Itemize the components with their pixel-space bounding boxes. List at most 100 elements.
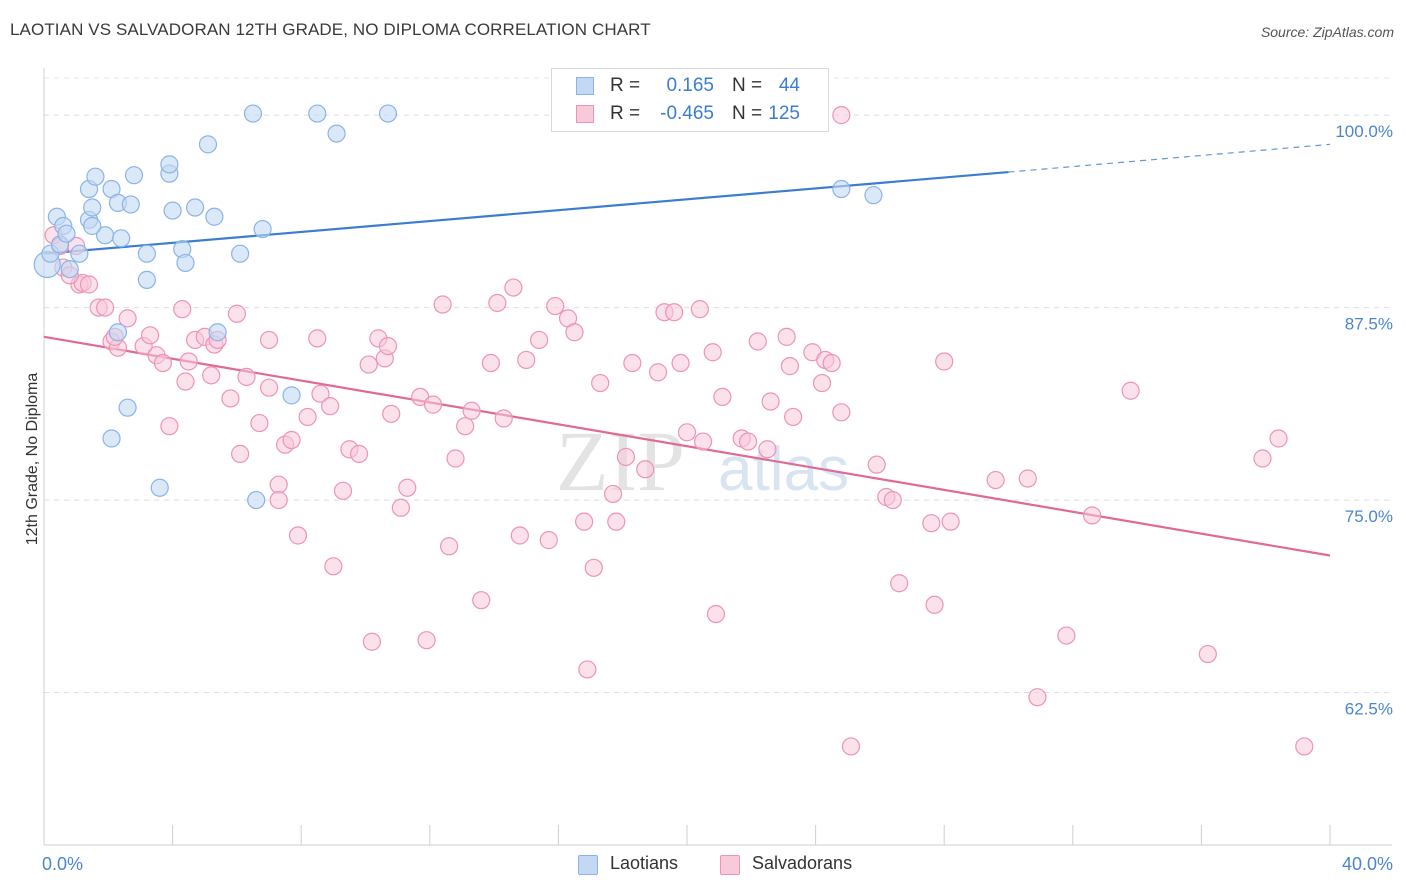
- point-salvadorans: [324, 557, 343, 576]
- legend-r-value: 0.165: [666, 75, 714, 96]
- point-salvadorans: [269, 490, 288, 510]
- point-salvadorans: [488, 293, 507, 313]
- point-salvadorans: [539, 531, 558, 550]
- point-salvadorans: [1082, 506, 1102, 525]
- point-salvadorans: [153, 353, 173, 373]
- point-laotians: [176, 253, 195, 273]
- point-salvadorans: [321, 397, 340, 416]
- point-salvadorans: [1253, 449, 1272, 468]
- point-salvadorans: [636, 460, 655, 479]
- point-laotians: [137, 244, 156, 263]
- point-laotians: [60, 259, 79, 279]
- legend: R = 0.165 N = 44 R = -0.465 N = 125: [551, 68, 829, 132]
- point-salvadorans: [1057, 626, 1076, 645]
- point-salvadorans: [758, 440, 777, 459]
- point-salvadorans: [693, 432, 713, 451]
- point-salvadorans: [761, 392, 780, 411]
- point-salvadorans: [160, 417, 179, 436]
- point-salvadorans: [665, 303, 684, 322]
- trend-lines: [43, 143, 1331, 557]
- y-tick-label: 75.0%: [1345, 507, 1393, 526]
- point-salvadorans: [462, 401, 481, 420]
- point-salvadorans: [494, 409, 513, 428]
- point-laotians: [121, 195, 140, 214]
- bottom-legend-swatch: [720, 855, 740, 875]
- point-salvadorans: [456, 417, 475, 436]
- point-salvadorans: [578, 660, 597, 679]
- legend-n-value: 125: [768, 103, 800, 124]
- point-laotians: [282, 386, 301, 405]
- point-salvadorans: [79, 275, 99, 294]
- point-salvadorans: [140, 326, 160, 345]
- point-laotians: [112, 229, 131, 248]
- point-salvadorans: [308, 329, 327, 348]
- legend-n-value: 44: [778, 75, 800, 96]
- point-salvadorans: [780, 357, 799, 376]
- point-salvadorans: [179, 352, 198, 371]
- point-salvadorans: [812, 373, 832, 393]
- y-axis-label: 12th Grade, No Diploma: [24, 373, 41, 546]
- point-laotians: [83, 198, 102, 217]
- point-laotians: [378, 104, 398, 123]
- point-salvadorans: [575, 512, 594, 531]
- point-laotians: [108, 323, 128, 342]
- trend-line-laotians-extension: [1008, 143, 1331, 173]
- point-salvadorans: [677, 423, 697, 442]
- point-laotians: [163, 201, 182, 220]
- point-salvadorans: [173, 300, 192, 319]
- legend-swatch-salvadorans: [576, 105, 594, 123]
- point-salvadorans: [623, 353, 642, 373]
- y-tick-label: 62.5%: [1345, 700, 1393, 719]
- bottom-legend-label: Laotians: [610, 853, 679, 873]
- point-salvadorans: [311, 384, 330, 403]
- point-laotians: [864, 186, 883, 205]
- point-salvadorans: [398, 478, 417, 497]
- point-laotians: [186, 198, 205, 217]
- point-salvadorans: [603, 484, 623, 504]
- point-salvadorans: [1121, 381, 1140, 400]
- legend-row-salvadorans: R = -0.465 N = 125: [552, 100, 828, 128]
- axis-labels: 62.5% 75.0% 87.5% 100.0% 0.0% 40.0% 12th Grade…: [24, 122, 1393, 874]
- x-tick-label: 40.0%: [1342, 854, 1393, 874]
- point-salvadorans: [890, 574, 909, 593]
- point-salvadorans: [1028, 688, 1047, 707]
- point-salvadorans: [777, 327, 796, 346]
- point-salvadorans: [607, 512, 626, 531]
- point-laotians: [205, 207, 224, 226]
- legend-row-laotians: R = 0.165 N = 44: [552, 72, 828, 100]
- point-salvadorans: [703, 343, 722, 362]
- point-salvadorans: [362, 632, 382, 651]
- point-salvadorans: [935, 352, 954, 371]
- point-salvadorans: [530, 330, 549, 350]
- point-salvadorans: [269, 475, 288, 494]
- point-salvadorans: [783, 407, 803, 427]
- point-salvadorans: [822, 353, 841, 373]
- point-laotians: [70, 244, 89, 263]
- point-laotians: [327, 124, 346, 143]
- point-salvadorans: [472, 591, 491, 610]
- point-salvadorans: [288, 526, 308, 545]
- point-salvadorans: [378, 336, 398, 356]
- point-salvadorans: [1295, 737, 1314, 756]
- legend-r-label: R =: [610, 103, 641, 124]
- point-salvadorans: [832, 403, 851, 422]
- point-laotians: [231, 244, 250, 263]
- point-laotians: [308, 104, 327, 123]
- data-points: [33, 104, 1314, 756]
- point-salvadorans: [713, 387, 732, 407]
- point-salvadorans: [259, 330, 279, 350]
- point-salvadorans: [202, 366, 221, 385]
- point-salvadorans: [706, 604, 726, 624]
- point-laotians: [243, 104, 263, 123]
- point-salvadorans: [517, 350, 536, 370]
- point-laotians: [102, 429, 121, 448]
- point-salvadorans: [832, 106, 851, 125]
- point-salvadorans: [95, 298, 115, 317]
- point-salvadorans: [391, 498, 410, 517]
- point-salvadorans: [439, 537, 459, 556]
- point-laotians: [124, 166, 144, 185]
- trend-line-salvadorans: [43, 335, 1331, 557]
- point-salvadorans: [118, 309, 137, 328]
- point-laotians: [150, 478, 169, 497]
